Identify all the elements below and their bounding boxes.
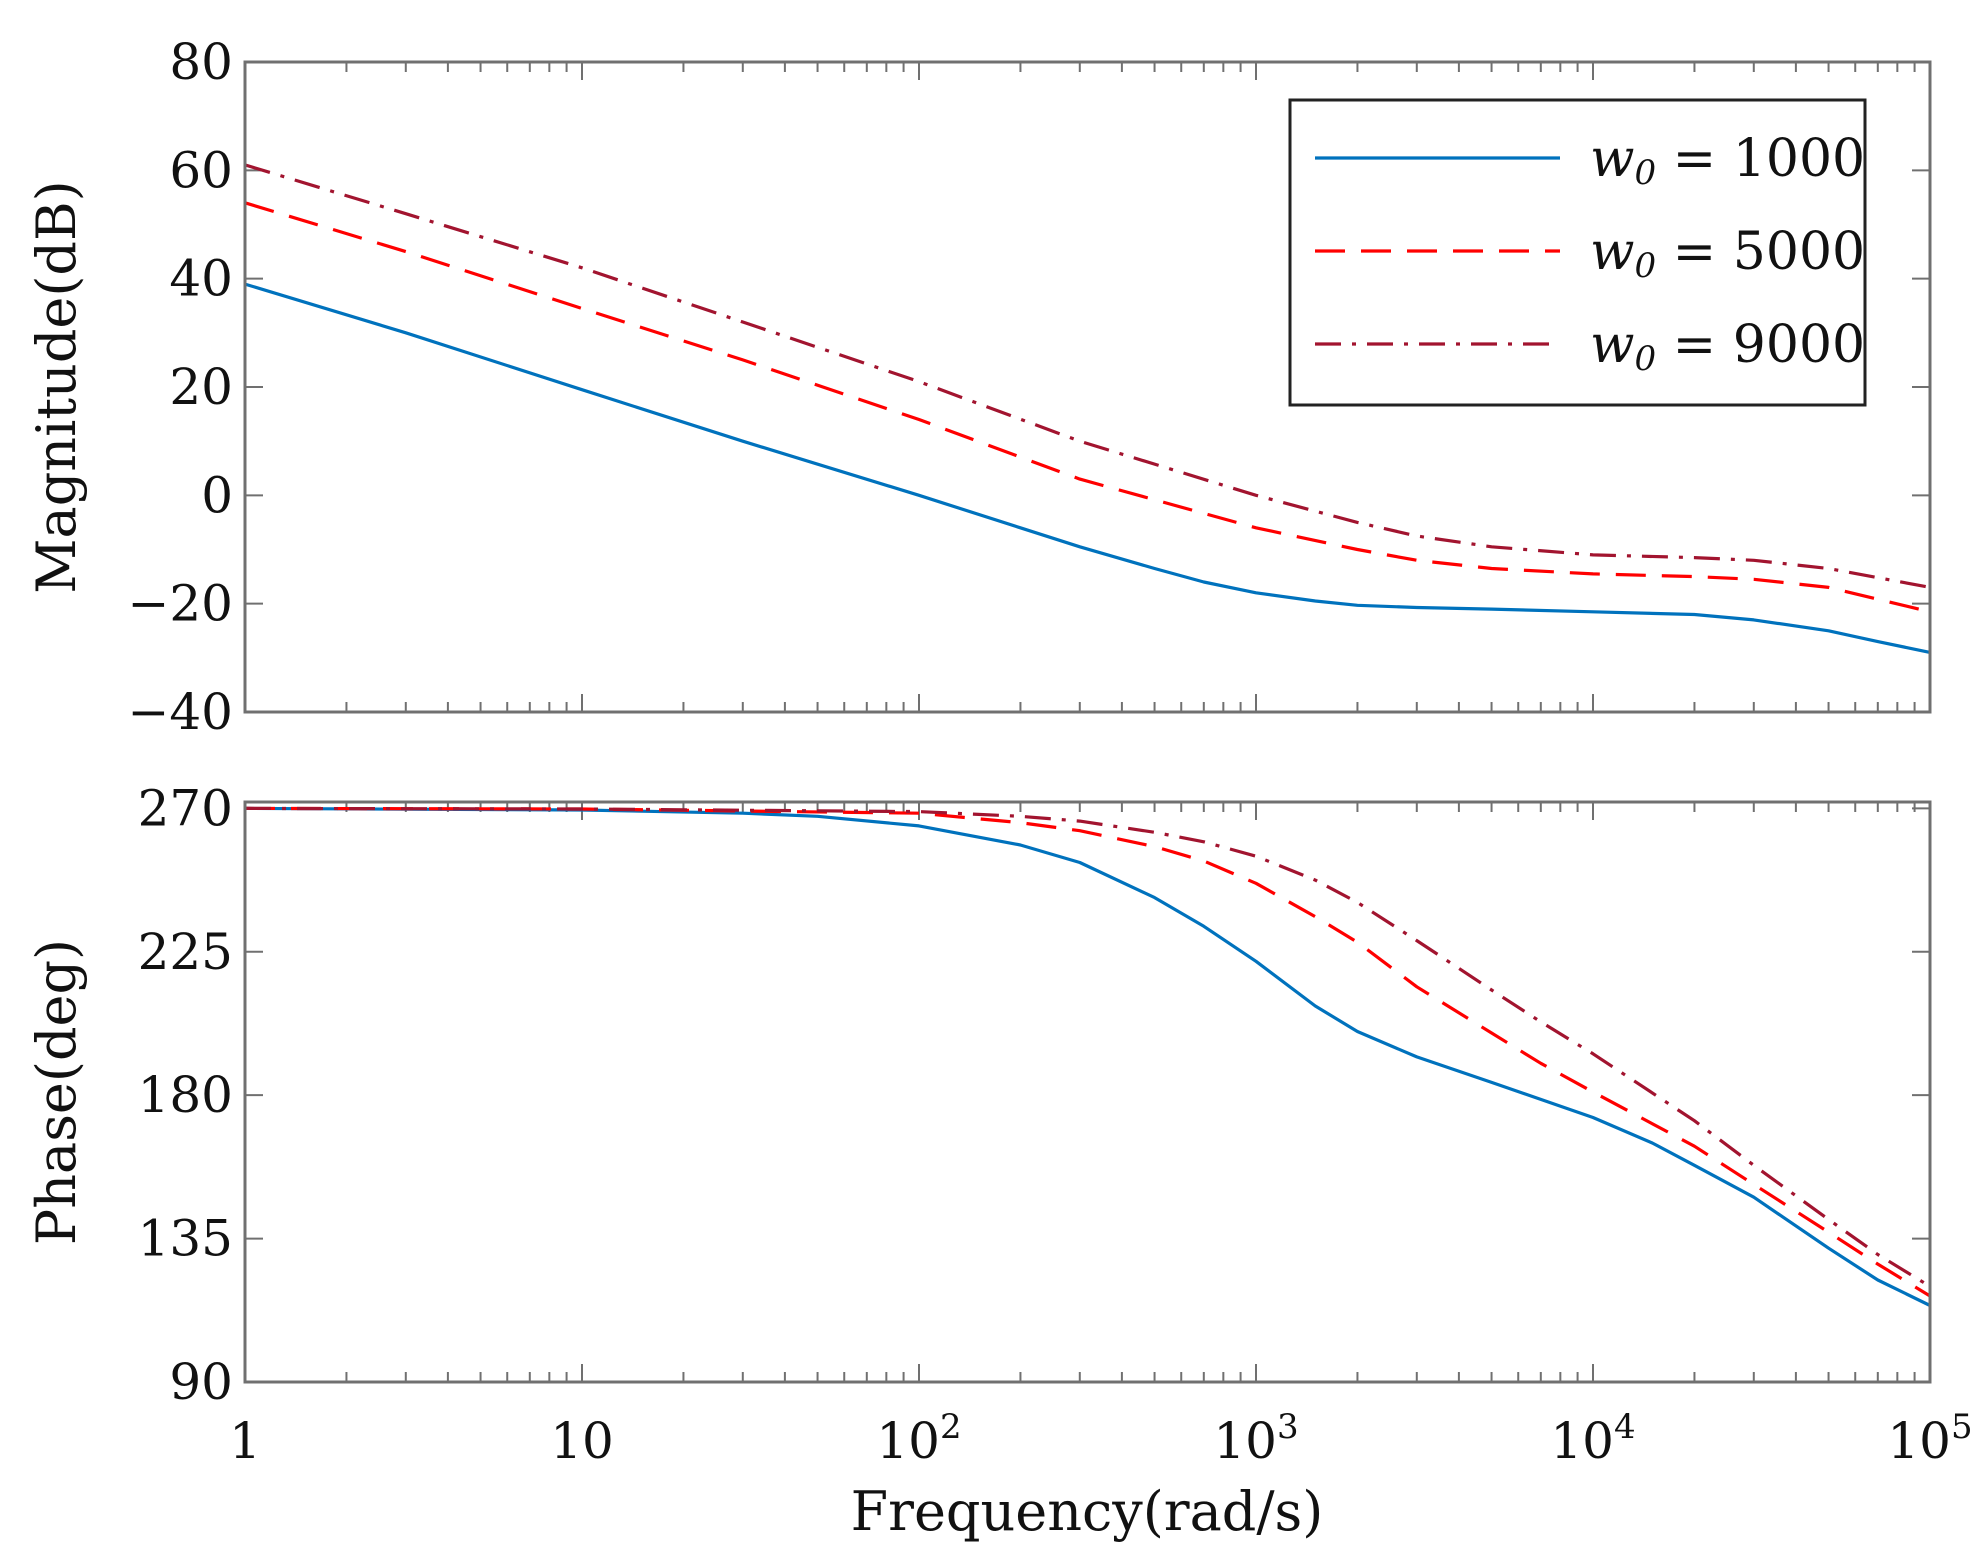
legend-label-2: w0 = 5000 (1590, 222, 1865, 286)
magnitude-ytick-label: −20 (127, 575, 233, 633)
legend-equals: = (1656, 315, 1733, 375)
magnitude-series-line-2 (244, 201, 1931, 614)
phase-ticks (244, 802, 1931, 1383)
phase-ytick-label: 90 (169, 1353, 233, 1411)
legend-label-3: w0 = 9000 (1590, 315, 1865, 379)
legend-label-1: w0 = 1000 (1590, 129, 1865, 193)
legend-equals: = (1656, 129, 1733, 189)
xtick-exponent: 3 (1277, 1407, 1299, 1447)
magnitude-ytick-label: −40 (127, 683, 233, 741)
frequency-xtick-labels: 1 10 102 103 104 105 (229, 1407, 1973, 1470)
magnitude-axes-frame (243, 60, 1932, 714)
phase-ytick-label: 225 (138, 923, 233, 981)
legend-symbol: w (1590, 315, 1635, 375)
phase-axes-frame (243, 800, 1932, 1384)
legend-value: 9000 (1733, 315, 1865, 375)
magnitude-ytick-label: 0 (201, 466, 233, 524)
legend-symbol: w (1590, 129, 1635, 189)
legend-subscript: 0 (1635, 153, 1657, 193)
magnitude-ytick-label: 20 (169, 358, 233, 416)
magnitude-series-line-3 (244, 163, 1931, 589)
magnitude-ytick-label: 60 (169, 141, 233, 199)
legend-equals: = (1656, 222, 1733, 282)
phase-lines (244, 806, 1931, 1307)
xtick-exponent: 2 (940, 1407, 962, 1447)
magnitude-lines (244, 163, 1931, 654)
magnitude-ylabel: Magnitude(dB) (25, 180, 88, 594)
phase-ytick-label: 180 (138, 1066, 233, 1124)
legend-value: 5000 (1733, 222, 1865, 282)
phase-ytick-label: 135 (138, 1210, 233, 1268)
magnitude-ytick-label: 40 (169, 250, 233, 308)
phase-ylabel: Phase(deg) (25, 939, 88, 1245)
xtick-exponent: 4 (1614, 1407, 1636, 1447)
xtick-exponent: 5 (1951, 1407, 1973, 1447)
legend-value: 1000 (1733, 129, 1865, 189)
phase-series-line-1 (244, 806, 1931, 1307)
magnitude-ytick-label: 80 (169, 33, 233, 91)
frequency-xtick-label: 1 (229, 1412, 261, 1470)
magnitude-series-line-1 (244, 282, 1931, 654)
phase-ytick-labels: 270 225 180 135 90 (138, 779, 233, 1411)
phase-ytick-label: 270 (138, 779, 233, 837)
legend-subscript: 0 (1635, 339, 1657, 379)
frequency-xtick-label: 10 (550, 1412, 614, 1470)
frequency-xlabel: Frequency(rad/s) (851, 1480, 1324, 1543)
legend-symbol: w (1590, 222, 1635, 282)
legend-subscript: 0 (1635, 246, 1657, 286)
magnitude-ytick-labels: 80 60 40 20 0 −20 −40 (127, 33, 233, 741)
